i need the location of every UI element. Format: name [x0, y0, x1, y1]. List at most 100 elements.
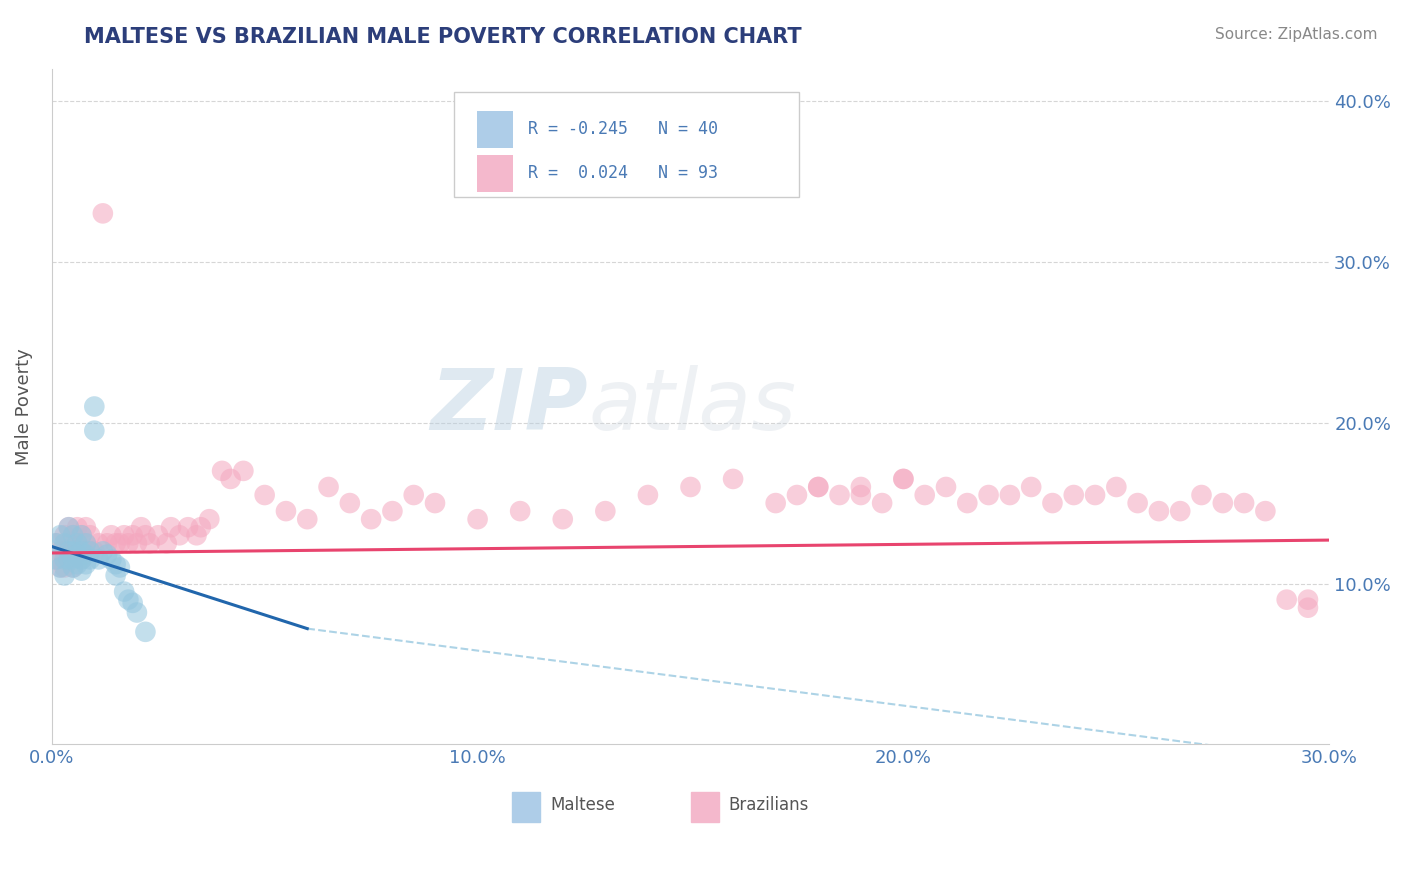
- Point: [70, 544, 93, 558]
- Point: [96, 548, 118, 562]
- Point: [1147, 504, 1170, 518]
- Point: [104, 536, 127, 550]
- Point: [112, 584, 135, 599]
- Point: [49, 560, 72, 574]
- Point: [75, 558, 97, 572]
- Point: [679, 480, 702, 494]
- Point: [79, 544, 101, 558]
- Point: [79, 552, 101, 566]
- Point: [198, 512, 221, 526]
- Text: Brazilians: Brazilians: [728, 797, 810, 814]
- Point: [117, 536, 139, 550]
- Point: [1275, 592, 1298, 607]
- Point: [318, 480, 340, 494]
- Point: [91, 206, 114, 220]
- Point: [117, 592, 139, 607]
- Bar: [512, 792, 540, 822]
- Point: [112, 528, 135, 542]
- Point: [62, 544, 84, 558]
- Text: R =  0.024   N = 93: R = 0.024 N = 93: [529, 164, 718, 182]
- Point: [190, 520, 212, 534]
- Point: [49, 528, 72, 542]
- Point: [108, 560, 131, 574]
- Point: [381, 504, 404, 518]
- Point: [1084, 488, 1107, 502]
- Point: [121, 528, 143, 542]
- Point: [893, 472, 915, 486]
- Point: [807, 480, 830, 494]
- Point: [467, 512, 489, 526]
- Text: R = -0.245   N = 40: R = -0.245 N = 40: [529, 120, 718, 138]
- Point: [807, 480, 830, 494]
- Point: [509, 504, 531, 518]
- Point: [62, 528, 84, 542]
- Point: [62, 560, 84, 574]
- Point: [253, 488, 276, 502]
- FancyBboxPatch shape: [454, 92, 799, 197]
- Point: [70, 544, 93, 558]
- Point: [786, 488, 808, 502]
- Point: [402, 488, 425, 502]
- Point: [914, 488, 936, 502]
- Point: [1168, 504, 1191, 518]
- Point: [91, 544, 114, 558]
- Point: [87, 552, 110, 566]
- Point: [177, 520, 200, 534]
- Point: [138, 536, 160, 550]
- Point: [134, 624, 156, 639]
- Point: [75, 536, 97, 550]
- Point: [935, 480, 957, 494]
- Point: [53, 560, 76, 574]
- Point: [160, 520, 183, 534]
- Point: [870, 496, 893, 510]
- Point: [96, 536, 118, 550]
- Point: [551, 512, 574, 526]
- Point: [956, 496, 979, 510]
- Text: ZIP: ZIP: [430, 365, 588, 448]
- Point: [893, 472, 915, 486]
- Text: Source: ZipAtlas.com: Source: ZipAtlas.com: [1215, 27, 1378, 42]
- Point: [45, 552, 67, 566]
- Text: atlas: atlas: [588, 365, 796, 448]
- Point: [53, 544, 76, 558]
- Point: [62, 560, 84, 574]
- Point: [53, 568, 76, 582]
- Point: [87, 536, 110, 550]
- Point: [83, 400, 105, 414]
- Point: [156, 536, 179, 550]
- Point: [297, 512, 319, 526]
- Point: [274, 504, 297, 518]
- FancyBboxPatch shape: [477, 111, 513, 148]
- Point: [125, 606, 148, 620]
- Point: [75, 520, 97, 534]
- Point: [66, 520, 89, 534]
- Point: [49, 560, 72, 574]
- Y-axis label: Male Poverty: Male Poverty: [15, 348, 32, 465]
- Point: [108, 536, 131, 550]
- Point: [339, 496, 361, 510]
- Point: [595, 504, 617, 518]
- Point: [1296, 592, 1319, 607]
- Point: [70, 528, 93, 542]
- Point: [148, 528, 170, 542]
- Point: [765, 496, 787, 510]
- Point: [721, 472, 744, 486]
- Point: [62, 544, 84, 558]
- Point: [1105, 480, 1128, 494]
- Point: [100, 528, 122, 542]
- Point: [83, 424, 105, 438]
- Point: [1212, 496, 1234, 510]
- Point: [75, 548, 97, 562]
- Point: [70, 528, 93, 542]
- FancyBboxPatch shape: [477, 154, 513, 192]
- Point: [53, 552, 76, 566]
- Point: [637, 488, 659, 502]
- Point: [58, 536, 80, 550]
- Point: [45, 536, 67, 550]
- Point: [70, 552, 93, 566]
- Point: [104, 568, 127, 582]
- Point: [125, 536, 148, 550]
- Point: [211, 464, 233, 478]
- Point: [219, 472, 242, 486]
- Point: [232, 464, 254, 478]
